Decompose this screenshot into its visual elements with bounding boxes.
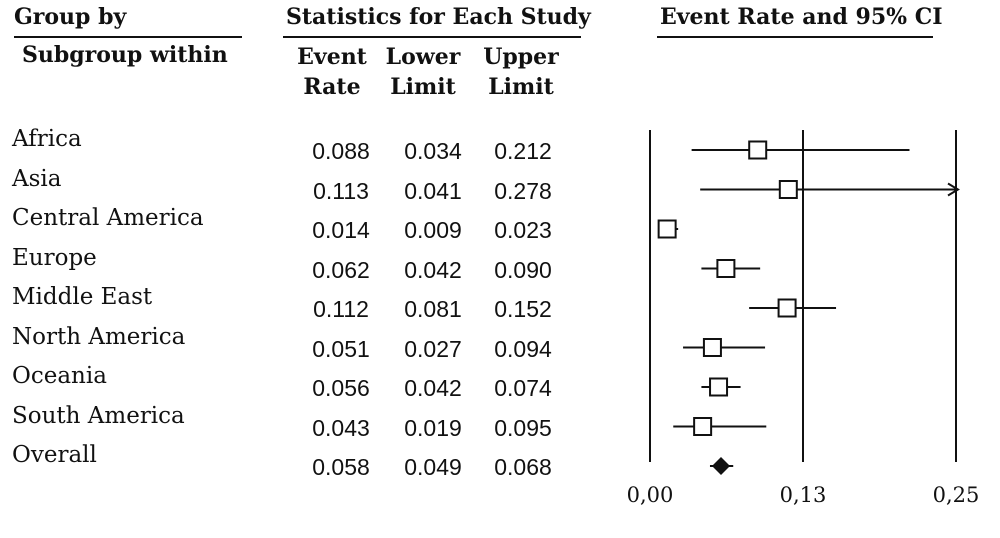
row-event-rate-value: 0.058	[312, 454, 370, 480]
row-event-rate-value: 0.043	[312, 414, 370, 441]
col-header-upper-line2: Limit	[488, 74, 554, 100]
row-lower-value: 0.009	[404, 217, 462, 243]
row-lower-value: 0.027	[404, 335, 462, 362]
col-header-lower-line1: Lower	[385, 44, 461, 70]
group-by-rule	[14, 36, 242, 38]
point-diamond	[711, 457, 730, 475]
row-upper-value: 0.074	[494, 375, 552, 401]
row-label: Oceania	[12, 363, 107, 389]
row-label: Middle East	[12, 284, 153, 310]
row-event-rate-value: 0.014	[312, 217, 370, 243]
point-square	[709, 377, 729, 397]
row-event-rate-value: 0.088	[312, 138, 370, 164]
row-upper-value: 0.090	[494, 256, 552, 283]
plot-title: Event Rate and 95% CI	[660, 4, 943, 30]
group-by-header: Group by	[14, 4, 127, 30]
point-square	[748, 140, 768, 160]
row-upper-value: 0.023	[494, 217, 552, 243]
row-event-rate-value: 0.051	[312, 335, 370, 362]
row-label: Central America	[12, 205, 204, 231]
col-header-lower-line2: Limit	[390, 74, 456, 100]
row-lower-value: 0.049	[404, 454, 462, 480]
row-label: North America	[12, 323, 186, 350]
row-event-rate-value: 0.056	[312, 375, 370, 401]
point-square	[693, 417, 713, 436]
row-label: Asia	[12, 165, 62, 192]
stats-header: Statistics for Each Study	[286, 4, 591, 30]
ci-arrow	[947, 182, 960, 197]
row-lower-value: 0.081	[404, 296, 462, 322]
row-label: Overall	[12, 442, 97, 468]
row-upper-value: 0.212	[494, 138, 552, 164]
point-square	[777, 298, 797, 318]
tick-label: 0,00	[627, 483, 674, 507]
col-header-event-line2: Rate	[303, 74, 361, 100]
row-event-rate-value: 0.112	[313, 296, 369, 322]
col-header-event-line1: Event	[297, 44, 367, 70]
row-label: Europe	[12, 244, 97, 271]
forest-plot: 0,00 0,13 0,25	[627, 130, 980, 507]
tick-label: 0,13	[780, 483, 827, 507]
point-square	[702, 338, 722, 357]
row-lower-value: 0.034	[404, 138, 462, 164]
row-upper-value: 0.068	[494, 454, 552, 480]
row-upper-value: 0.095	[494, 414, 552, 441]
row-event-rate-value: 0.113	[313, 177, 369, 204]
row-upper-value: 0.278	[494, 177, 552, 204]
row-lower-value: 0.042	[404, 256, 462, 283]
row-label: South America	[12, 402, 185, 429]
col-header-upper-line1: Upper	[483, 44, 559, 70]
tick-label: 0,25	[933, 483, 980, 507]
point-square	[778, 180, 798, 199]
plot-title-rule	[657, 36, 933, 38]
stats-rule	[283, 36, 581, 38]
point-square	[716, 259, 736, 278]
row-upper-value: 0.094	[494, 335, 552, 362]
row-lower-value: 0.041	[404, 177, 462, 204]
row-upper-value: 0.152	[494, 296, 552, 322]
row-label: Africa	[12, 126, 82, 152]
point-square	[657, 219, 677, 239]
row-lower-value: 0.019	[404, 414, 462, 441]
row-event-rate-value: 0.062	[312, 256, 370, 283]
row-lower-value: 0.042	[404, 375, 462, 401]
subgroup-within-header: Subgroup within	[22, 42, 228, 68]
